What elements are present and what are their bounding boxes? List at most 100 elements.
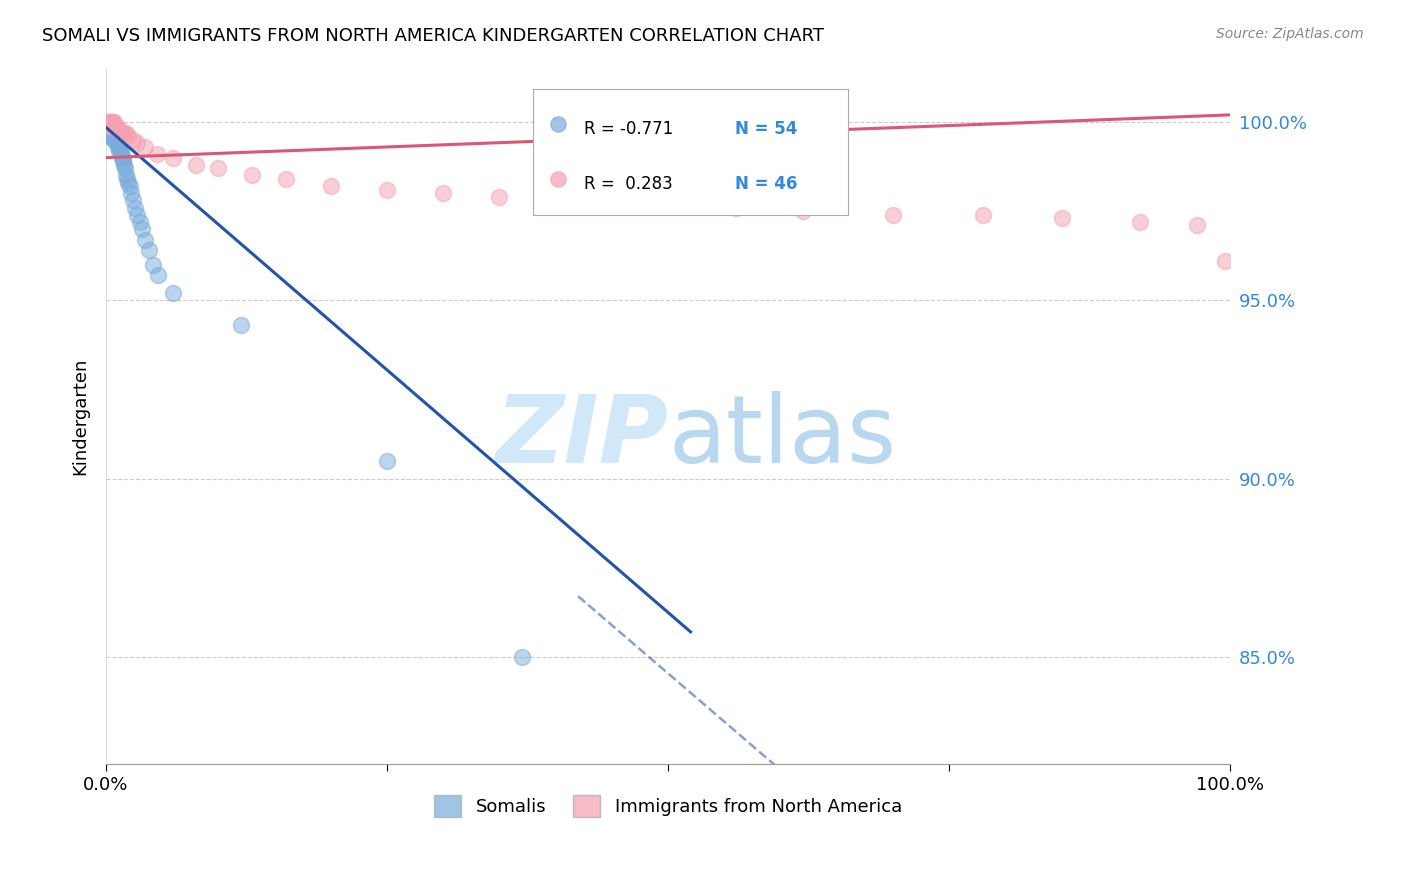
Point bbox=[488, 190, 510, 204]
Point bbox=[111, 154, 134, 169]
Point bbox=[97, 119, 120, 133]
Point bbox=[100, 119, 122, 133]
Point bbox=[101, 126, 124, 140]
Point bbox=[101, 115, 124, 129]
Point bbox=[146, 268, 169, 283]
Point bbox=[100, 115, 122, 129]
Point bbox=[792, 204, 814, 219]
Point bbox=[1129, 215, 1152, 229]
Point bbox=[97, 126, 120, 140]
Point bbox=[375, 183, 398, 197]
Point bbox=[117, 172, 139, 186]
Point bbox=[97, 119, 120, 133]
Point bbox=[98, 122, 121, 136]
Point bbox=[134, 140, 156, 154]
Point bbox=[105, 122, 128, 136]
Point bbox=[118, 179, 141, 194]
Point bbox=[114, 161, 136, 176]
Point bbox=[105, 129, 128, 144]
Point bbox=[100, 126, 122, 140]
Text: Source: ZipAtlas.com: Source: ZipAtlas.com bbox=[1216, 27, 1364, 41]
Point bbox=[229, 318, 252, 333]
Point bbox=[319, 179, 342, 194]
Point bbox=[117, 176, 139, 190]
Point bbox=[115, 126, 138, 140]
Point bbox=[110, 144, 132, 158]
Point bbox=[101, 122, 124, 136]
Point bbox=[207, 161, 229, 176]
Point bbox=[110, 147, 132, 161]
Point bbox=[882, 208, 904, 222]
Point bbox=[98, 119, 121, 133]
Text: atlas: atlas bbox=[668, 391, 897, 483]
Point bbox=[111, 151, 134, 165]
Point bbox=[103, 126, 125, 140]
Point bbox=[240, 169, 263, 183]
Point bbox=[1213, 254, 1236, 268]
Point bbox=[100, 129, 122, 144]
Point bbox=[108, 140, 131, 154]
Point bbox=[101, 129, 124, 144]
Point bbox=[105, 133, 128, 147]
Point bbox=[103, 115, 125, 129]
Point bbox=[101, 119, 124, 133]
Point bbox=[104, 133, 127, 147]
Point bbox=[103, 133, 125, 147]
Point bbox=[96, 115, 118, 129]
Point bbox=[107, 140, 129, 154]
Point bbox=[104, 129, 127, 144]
Point bbox=[103, 122, 125, 136]
Point bbox=[104, 126, 127, 140]
Point bbox=[111, 126, 134, 140]
Point bbox=[162, 151, 184, 165]
Text: ZIP: ZIP bbox=[495, 391, 668, 483]
Point bbox=[100, 119, 122, 133]
Point bbox=[162, 286, 184, 301]
Point bbox=[100, 122, 122, 136]
Point bbox=[100, 119, 122, 133]
Point bbox=[96, 122, 118, 136]
Point bbox=[127, 136, 149, 151]
Y-axis label: Kindergarten: Kindergarten bbox=[72, 358, 89, 475]
Point bbox=[100, 115, 122, 129]
Point bbox=[184, 158, 207, 172]
Legend: Somalis, Immigrants from North America: Somalis, Immigrants from North America bbox=[427, 788, 910, 824]
Point bbox=[100, 122, 122, 136]
Point bbox=[107, 122, 129, 136]
Text: SOMALI VS IMMIGRANTS FROM NORTH AMERICA KINDERGARTEN CORRELATION CHART: SOMALI VS IMMIGRANTS FROM NORTH AMERICA … bbox=[42, 27, 824, 45]
Point bbox=[120, 186, 142, 201]
Point bbox=[724, 201, 747, 215]
Point bbox=[128, 215, 150, 229]
Point bbox=[972, 208, 994, 222]
Point bbox=[432, 186, 454, 201]
Point bbox=[375, 454, 398, 468]
Point bbox=[142, 258, 165, 272]
Point bbox=[108, 122, 131, 136]
Point bbox=[117, 129, 139, 144]
Point bbox=[97, 115, 120, 129]
Point bbox=[98, 129, 121, 144]
Point bbox=[122, 194, 145, 208]
Point bbox=[544, 194, 567, 208]
Point bbox=[1050, 211, 1073, 226]
Point bbox=[657, 197, 679, 211]
Point bbox=[105, 119, 128, 133]
Point bbox=[131, 222, 153, 236]
Point bbox=[98, 115, 121, 129]
Point bbox=[105, 133, 128, 147]
Point bbox=[105, 136, 128, 151]
Point bbox=[108, 144, 131, 158]
Point bbox=[111, 151, 134, 165]
Point bbox=[112, 158, 135, 172]
Point bbox=[98, 119, 121, 133]
Point bbox=[1185, 219, 1208, 233]
Point bbox=[107, 136, 129, 151]
Point bbox=[103, 119, 125, 133]
Point bbox=[510, 649, 533, 664]
Point bbox=[145, 147, 167, 161]
Point bbox=[100, 126, 122, 140]
Point bbox=[122, 133, 145, 147]
Point bbox=[124, 201, 146, 215]
Point bbox=[127, 208, 149, 222]
Point bbox=[138, 244, 160, 258]
